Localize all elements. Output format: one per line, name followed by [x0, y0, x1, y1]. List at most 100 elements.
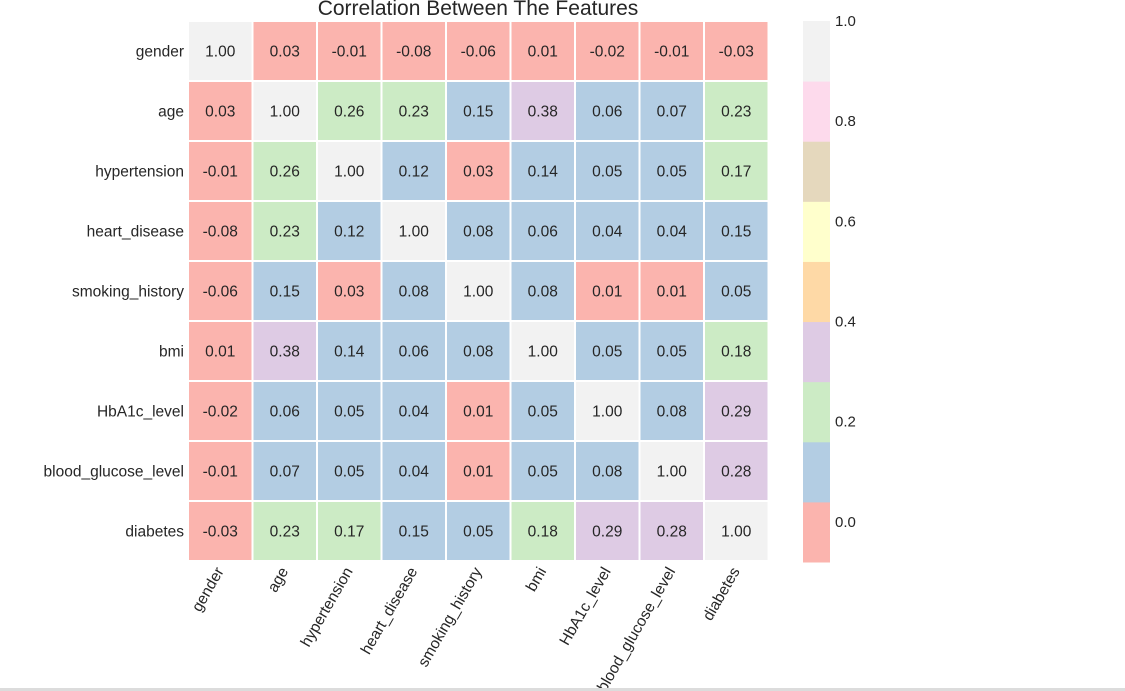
- cell-value-label: 0.03: [270, 44, 300, 61]
- cell-value-label: 0.05: [592, 164, 622, 181]
- colorbar-tick-label: 0.2: [835, 414, 856, 431]
- heatmap-cell: [189, 82, 252, 140]
- cell-value-label: 0.06: [270, 404, 300, 421]
- heatmap-cell: [189, 442, 252, 500]
- cell-value-label: 0.01: [657, 284, 687, 301]
- colorbar-tick-label: 0.0: [835, 514, 856, 531]
- heatmap-cell: [640, 142, 703, 200]
- cell-value-label: -0.06: [203, 284, 238, 301]
- heatmap-cell: [576, 382, 639, 440]
- y-tick-label: bmi: [159, 344, 184, 361]
- heatmap-cell: [318, 22, 381, 80]
- heatmap-cell: [447, 202, 510, 260]
- cell-value-label: 1.00: [399, 224, 430, 241]
- heatmap-cell: [253, 142, 316, 200]
- heatmap-cell: [576, 442, 639, 500]
- colorbar-segment: [803, 261, 830, 323]
- heatmap-cell: [640, 82, 703, 140]
- heatmap-cell: [705, 262, 768, 320]
- heatmap-cell: [189, 202, 252, 260]
- heatmap-cell: [382, 202, 445, 260]
- cell-value-label: 0.17: [721, 164, 751, 181]
- cell-value-label: 0.05: [528, 404, 558, 421]
- heatmap-cell: [511, 202, 574, 260]
- heatmap-cell: [382, 22, 445, 80]
- heatmap-cell: [253, 502, 316, 560]
- cell-value-label: 0.23: [270, 224, 300, 241]
- heatmap-cell: [382, 382, 445, 440]
- heatmap-cell: [382, 142, 445, 200]
- heatmap-cell: [189, 502, 252, 560]
- cell-value-label: -0.01: [203, 164, 238, 181]
- heatmap-cell: [253, 22, 316, 80]
- row-labels: gender age hypertension heart_diseasesmokin…: [44, 44, 185, 541]
- colorbar-segment: [803, 381, 830, 443]
- heatmap-cell: [318, 442, 381, 500]
- cell-value-label: 1.00: [270, 104, 301, 121]
- cell-value-label: 0.01: [463, 404, 493, 421]
- cell-value-label: 0.07: [657, 104, 687, 121]
- cell-value-label: 0.08: [463, 224, 493, 241]
- heatmap-cell: [511, 442, 574, 500]
- heatmap-cell: [511, 382, 574, 440]
- cell-value-label: 0.01: [592, 284, 622, 301]
- heatmap-cell: [705, 322, 768, 380]
- cell-value-label: 0.14: [528, 164, 559, 181]
- cell-value-label: 0.08: [657, 404, 687, 421]
- x-tick-label: diabetes: [700, 564, 744, 623]
- colorbar-segment: [803, 141, 830, 202]
- cell-value-label: 0.15: [270, 284, 300, 301]
- cell-value-label: 1.00: [721, 524, 752, 541]
- x-tick-label: smoking_history: [415, 564, 486, 670]
- heatmap-cell: [576, 142, 639, 200]
- heatmap-cell: [318, 262, 381, 320]
- cell-value-label: 0.05: [721, 284, 751, 301]
- heatmap-cell: [576, 502, 639, 560]
- heatmap-cell: [576, 262, 639, 320]
- y-tick-label: hypertension: [95, 164, 184, 181]
- x-tick-label: hypertension: [298, 565, 357, 650]
- heatmap-cell: [447, 322, 510, 380]
- y-tick-label: heart_disease: [87, 224, 184, 241]
- x-tick-label: bmi: [523, 565, 550, 595]
- cell-value-label: 1.00: [592, 404, 623, 421]
- heatmap-cell: [189, 262, 252, 320]
- cell-value-label: 0.12: [334, 224, 364, 241]
- heatmap-cell: [705, 382, 768, 440]
- cell-value-label: 0.26: [334, 104, 364, 121]
- heatmap-cell: [318, 82, 381, 140]
- cell-value-label: 1.00: [334, 164, 365, 181]
- cell-value-label: 0.15: [463, 104, 493, 121]
- heatmap-cell: [640, 202, 703, 260]
- x-tick-label: age: [265, 565, 293, 596]
- cell-value-label: 0.06: [592, 104, 622, 121]
- cell-value-label: 0.04: [592, 224, 623, 241]
- cell-value-label: 0.12: [399, 164, 429, 181]
- cell-value-label: -0.01: [332, 44, 367, 61]
- heatmap-cell: [640, 502, 703, 560]
- cell-value-label: 0.08: [463, 344, 493, 361]
- cell-value-label: 0.29: [592, 524, 622, 541]
- cell-value-label: -0.01: [654, 44, 689, 61]
- heatmap-cell: [511, 502, 574, 560]
- colorbar-segment: [803, 81, 830, 142]
- heatmap-cell: [189, 22, 252, 80]
- heatmap-cell: [447, 262, 510, 320]
- column-labels: gender age hypertension heart_diseasesmokin…: [189, 564, 744, 691]
- heatmap-cell: [640, 322, 703, 380]
- cell-value-label: 0.26: [270, 164, 300, 181]
- cell-value-label: 0.05: [657, 344, 687, 361]
- cell-value-label: 0.38: [270, 344, 300, 361]
- heatmap-cell: [511, 142, 574, 200]
- cell-value-label: -0.03: [719, 44, 754, 61]
- heatmap-cell: [253, 82, 316, 140]
- heatmap-cell: [511, 322, 574, 380]
- cell-value-label: 0.05: [657, 164, 687, 181]
- heatmap-cell: [318, 142, 381, 200]
- cell-value-label: -0.02: [203, 404, 238, 421]
- cell-value-label: 0.38: [528, 104, 558, 121]
- heatmap-cell: [253, 322, 316, 380]
- heatmap-cell: [253, 382, 316, 440]
- cell-value-label: 0.23: [270, 524, 300, 541]
- cell-value-label: 0.01: [528, 44, 558, 61]
